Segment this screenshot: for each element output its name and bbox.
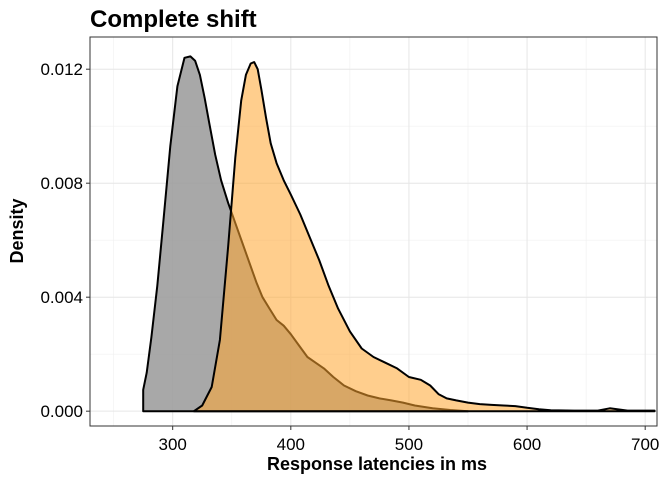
x-axis-title: Response latencies in ms [267,454,487,474]
y-axis-ticks: 0.000 0.004 0.008 0.012 [40,60,90,421]
y-tick-label: 0.004 [40,288,83,307]
x-tick-label: 600 [513,435,541,454]
density-area-2 [192,61,656,413]
plot-border [89,36,658,427]
density-areas [142,55,656,413]
y-tick-label: 0.008 [40,174,83,193]
y-tick-label: 0.012 [40,60,83,79]
x-tick-label: 700 [631,435,659,454]
y-axis-title: Density [7,198,27,263]
x-tick-label: 500 [395,435,423,454]
x-axis-ticks: 300 400 500 600 700 [159,426,659,454]
y-tick-label: 0.000 [40,402,83,421]
x-tick-label: 300 [159,435,187,454]
chart-title: Complete shift [90,6,257,33]
x-tick-label: 400 [277,435,305,454]
